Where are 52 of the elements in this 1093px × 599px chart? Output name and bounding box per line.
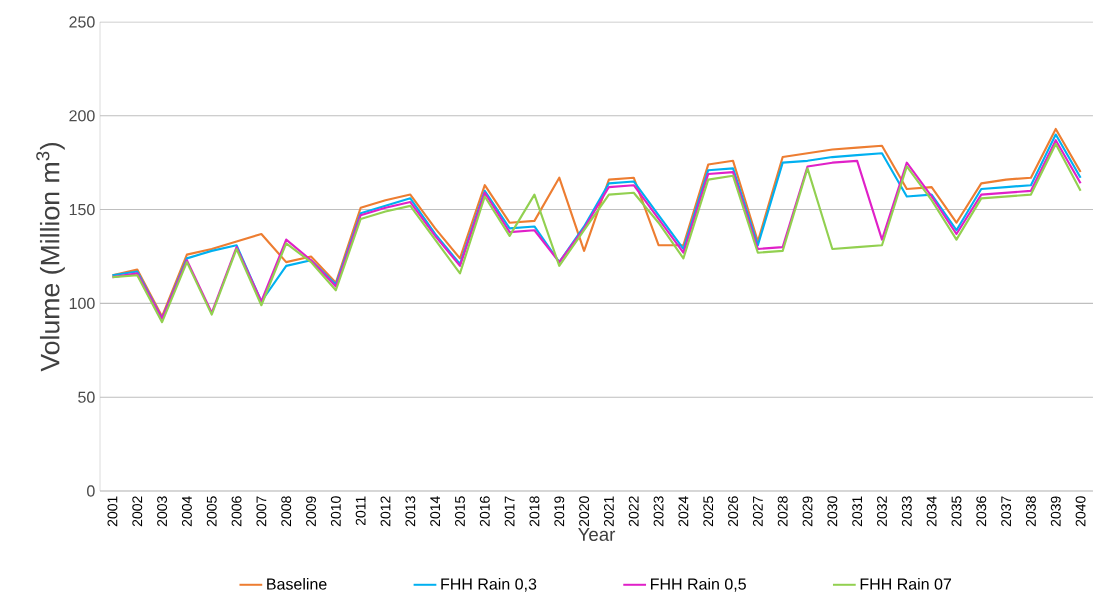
x-tick-label: 2015 (455, 496, 465, 527)
x-tick-label: 2038 (1025, 496, 1036, 527)
x-tick-label: 2010 (330, 496, 341, 527)
x-tick-label: 2003 (157, 496, 168, 527)
y-tick-label: 150 (69, 203, 95, 216)
x-tick-label: 2004 (181, 496, 192, 527)
x-tick-label: 2024 (678, 496, 689, 527)
y-tick-label: 250 (69, 16, 95, 28)
x-tick-label: 2023 (653, 496, 664, 527)
x-tick-label: 2034 (926, 496, 937, 527)
x-tick-label: 2022 (628, 496, 639, 527)
x-tick-label: 2033 (901, 496, 912, 527)
x-tick-label: 2001 (107, 496, 118, 527)
x-tick-label: 2011 (355, 496, 366, 526)
x-tick-label: 2002 (132, 496, 143, 527)
legend-label: FHH Rain 0,3 (441, 578, 537, 592)
x-tick-label: 2040 (1075, 496, 1086, 527)
y-axis-title: Volume (Million m$^{3}$) (36, 142, 65, 372)
x-tick-label: 2028 (777, 496, 788, 527)
x-tick-label: 2026 (728, 496, 738, 527)
x-tick-label: 2017 (504, 496, 515, 527)
x-tick-label: 2039 (1050, 496, 1061, 527)
x-tick-label: 2032 (877, 496, 887, 527)
y-tick-label: 0 (87, 485, 95, 497)
y-tick-label: 200 (69, 110, 95, 122)
x-tick-label: 2014 (430, 496, 441, 527)
x-tick-label: 2005 (206, 496, 217, 527)
x-tick-label: 2036 (976, 496, 987, 527)
x-tick-label: 2019 (554, 496, 565, 527)
x-tick-label: 2020 (579, 496, 590, 527)
x-tick-label: 2012 (380, 496, 391, 527)
x-tick-label: 2018 (529, 496, 540, 527)
legend-label: Baseline (267, 578, 327, 590)
x-tick-label: 2013 (405, 496, 416, 527)
x-tick-label: 2006 (231, 496, 242, 527)
x-tick-label: 2031 (852, 496, 863, 527)
y-tick-label: 50 (78, 391, 95, 403)
x-tick-label: 2035 (951, 496, 962, 527)
legend-label: FHH Rain 0,5 (651, 578, 746, 592)
x-tick-label: 2016 (479, 496, 490, 527)
y-tick-label: 100 (69, 297, 95, 310)
x-tick-label: 2008 (281, 496, 292, 527)
x-tick-label: 2030 (827, 496, 838, 527)
x-tick-label: 2009 (306, 496, 316, 527)
x-tick-label: 2037 (1001, 496, 1012, 527)
x-tick-label: 2027 (752, 496, 763, 527)
x-tick-label: 2021 (603, 496, 614, 527)
x-tick-label: 2025 (703, 496, 714, 527)
x-tick-label: 2029 (802, 496, 813, 527)
x-tick-label: 2007 (256, 496, 267, 527)
x-axis-title: Year (578, 528, 616, 542)
legend-label: FHH Rain 07 (860, 578, 952, 590)
